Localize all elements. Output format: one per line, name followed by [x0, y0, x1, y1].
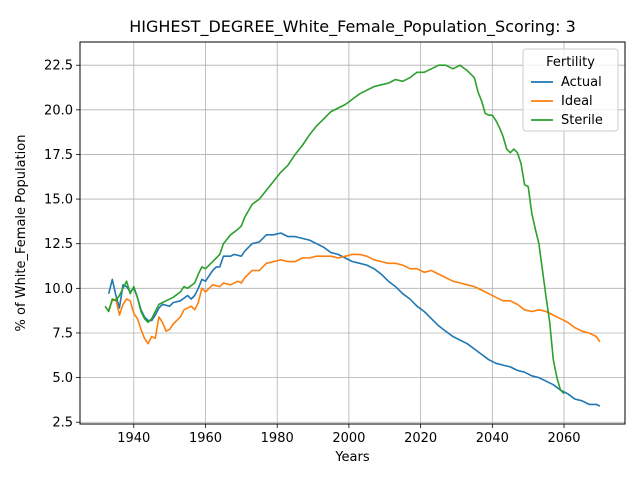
- y-tick-label: 22.5: [44, 59, 73, 74]
- x-tick-label: 2020: [404, 431, 437, 446]
- series-line-sterile: [104, 64, 565, 395]
- chart-title: HIGHEST_DEGREE_White_Female_Population_S…: [129, 17, 576, 37]
- plot-area-frame: [79, 41, 626, 425]
- y-tick-label: 20.0: [44, 103, 73, 118]
- x-tick-label: 1980: [261, 431, 294, 446]
- grid: [80, 42, 625, 424]
- x-axis-label: Years: [334, 450, 370, 465]
- y-tick-label: 2.5: [52, 416, 73, 431]
- legend-label-ideal: Ideal: [561, 94, 593, 109]
- y-tick-label: 5.0: [52, 371, 73, 386]
- x-tick-label: 1940: [117, 431, 150, 446]
- legend: Fertility Actual Ideal Sterile: [522, 48, 619, 132]
- legend-title: Fertility: [546, 55, 595, 70]
- y-tick-label: 17.5: [44, 148, 73, 163]
- legend-label-sterile: Sterile: [561, 113, 603, 128]
- y-tick-label: 10.0: [44, 282, 73, 297]
- series-lines: [104, 64, 601, 407]
- series-line-actual: [107, 232, 601, 407]
- y-tick-label: 7.5: [52, 326, 73, 341]
- x-tick-label: 2000: [332, 431, 365, 446]
- x-tick-label: 2040: [476, 431, 509, 446]
- y-tick-label: 15.0: [44, 193, 73, 208]
- y-tick-label: 12.5: [44, 237, 73, 252]
- axis-ticks: 1940 1960 1980 2000 2020 2040 2060 2.5 5.0 7.5 10.…: [44, 59, 581, 446]
- x-tick-label: 2060: [547, 431, 580, 446]
- legend-label-actual: Actual: [561, 75, 602, 90]
- legend-box: [522, 48, 619, 132]
- series-line-ideal: [107, 253, 601, 345]
- legend-items: Actual Ideal Sterile: [531, 75, 603, 128]
- y-axis-label: % of White_Female Population: [14, 135, 29, 332]
- x-tick-label: 1960: [189, 431, 222, 446]
